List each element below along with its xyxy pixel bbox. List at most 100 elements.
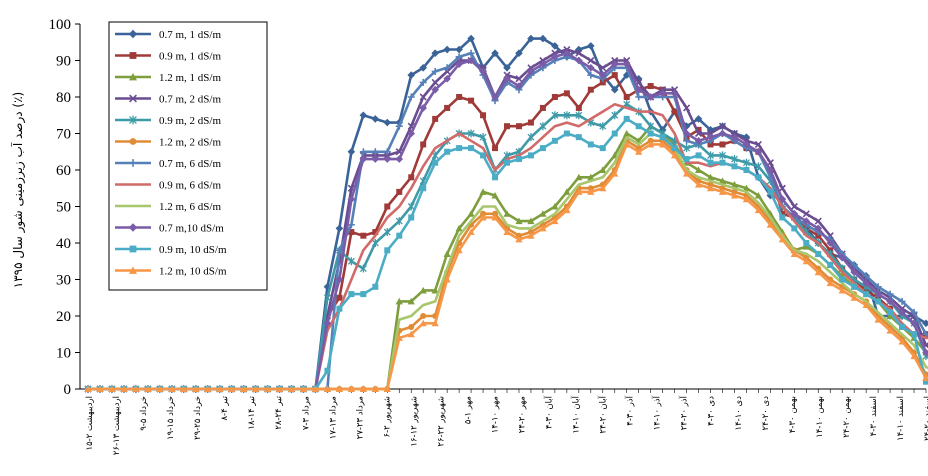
data-point	[683, 104, 691, 112]
data-point	[803, 240, 810, 246]
data-point	[815, 250, 822, 257]
data-point	[287, 385, 296, 392]
data-point	[408, 323, 415, 330]
data-point	[838, 253, 846, 262]
y-axis-label: درصد آب زیرزمینی شور سال ۱۳۹۵ (٪)	[10, 92, 26, 288]
y-tick-label: 0	[64, 382, 72, 398]
data-point	[419, 319, 427, 327]
x-tick-label: ۸-۴ تیر	[220, 395, 230, 420]
legend-item: 0.7 m,10 dS/m	[115, 223, 224, 235]
data-point	[479, 67, 487, 76]
data-point	[683, 156, 690, 163]
data-point	[372, 283, 379, 290]
data-point	[706, 173, 715, 181]
data-point	[575, 49, 583, 57]
data-point	[467, 34, 475, 43]
data-point	[731, 163, 738, 170]
legend-item: 0.9 m, 1 dS/m	[115, 51, 221, 63]
data-point	[492, 145, 499, 152]
data-point	[443, 275, 451, 283]
series-12	[84, 140, 928, 392]
data-point	[754, 191, 762, 199]
data-point	[647, 130, 654, 137]
data-point	[467, 129, 475, 138]
data-point	[515, 82, 523, 90]
data-point	[826, 279, 834, 287]
data-point	[659, 134, 666, 141]
data-point	[515, 75, 523, 83]
x-tick-label: ۹-۵ خرداد	[139, 396, 149, 431]
data-point	[455, 246, 463, 254]
data-point	[742, 184, 751, 192]
data-point	[360, 232, 367, 239]
data-point	[623, 94, 630, 100]
data-point	[348, 229, 355, 236]
data-point	[587, 188, 595, 195]
data-point	[551, 111, 559, 120]
x-tick-label: ۲۸-۲۴ تیر	[274, 395, 284, 429]
data-point	[815, 232, 822, 239]
data-point	[622, 60, 631, 68]
data-point	[898, 308, 906, 317]
data-point	[575, 188, 583, 195]
data-point	[419, 78, 427, 86]
data-point	[623, 140, 631, 148]
data-point	[431, 286, 439, 294]
data-point	[96, 385, 104, 392]
data-point	[599, 122, 607, 131]
data-point	[419, 64, 427, 72]
data-point	[611, 72, 618, 79]
data-point	[599, 184, 607, 192]
legend-item: 0.9 m, 6 dS/m	[115, 180, 221, 192]
x-tick-label: ۲۴-۲۰ آذر	[678, 395, 690, 430]
data-point	[129, 159, 137, 167]
data-point	[323, 319, 332, 328]
data-point	[515, 217, 523, 225]
data-point	[743, 167, 750, 173]
data-point	[910, 308, 918, 316]
series-group	[84, 34, 928, 393]
data-point	[467, 56, 475, 65]
data-point	[587, 141, 594, 148]
x-tick-label: ۲۴-۲۰ دی	[761, 396, 771, 431]
x-axis-ticks: ۱۵-۲ اردیبهشت ۲۶-۱۳ اردیبهشت ۹-۵ خرداد ۱۹-۱…	[85, 389, 928, 455]
data-point	[790, 202, 798, 211]
data-point	[432, 159, 439, 166]
data-point	[129, 73, 137, 81]
data-point	[299, 385, 308, 392]
data-point	[694, 115, 703, 123]
data-point	[359, 148, 367, 156]
legend-label: 0.7 m,10 dS/m	[159, 223, 224, 235]
data-point	[610, 60, 619, 68]
data-point	[838, 286, 846, 294]
data-point	[156, 385, 164, 392]
data-point	[359, 155, 368, 163]
data-point	[599, 79, 606, 86]
x-tick-label: ۱۶-۱۲ شهریور	[409, 396, 419, 447]
data-point	[814, 224, 823, 233]
data-point	[108, 385, 116, 392]
data-point	[129, 94, 137, 103]
data-point	[420, 141, 427, 148]
data-point	[551, 42, 559, 50]
legend-item: 0.7 m, 6 dS/m	[115, 158, 221, 170]
data-point	[539, 122, 547, 131]
data-point	[419, 93, 427, 101]
data-point	[371, 155, 380, 163]
data-point	[851, 283, 858, 290]
data-point	[527, 119, 534, 126]
data-point	[694, 181, 703, 188]
data-point	[168, 385, 176, 392]
data-point	[443, 74, 451, 83]
data-point	[563, 206, 571, 214]
data-point	[742, 133, 751, 141]
data-point	[419, 286, 427, 294]
data-point	[551, 94, 558, 100]
data-point	[742, 195, 751, 203]
data-point	[754, 206, 762, 214]
data-point	[324, 367, 331, 374]
data-point	[778, 184, 786, 192]
data-point	[431, 67, 439, 75]
data-point	[575, 173, 583, 181]
